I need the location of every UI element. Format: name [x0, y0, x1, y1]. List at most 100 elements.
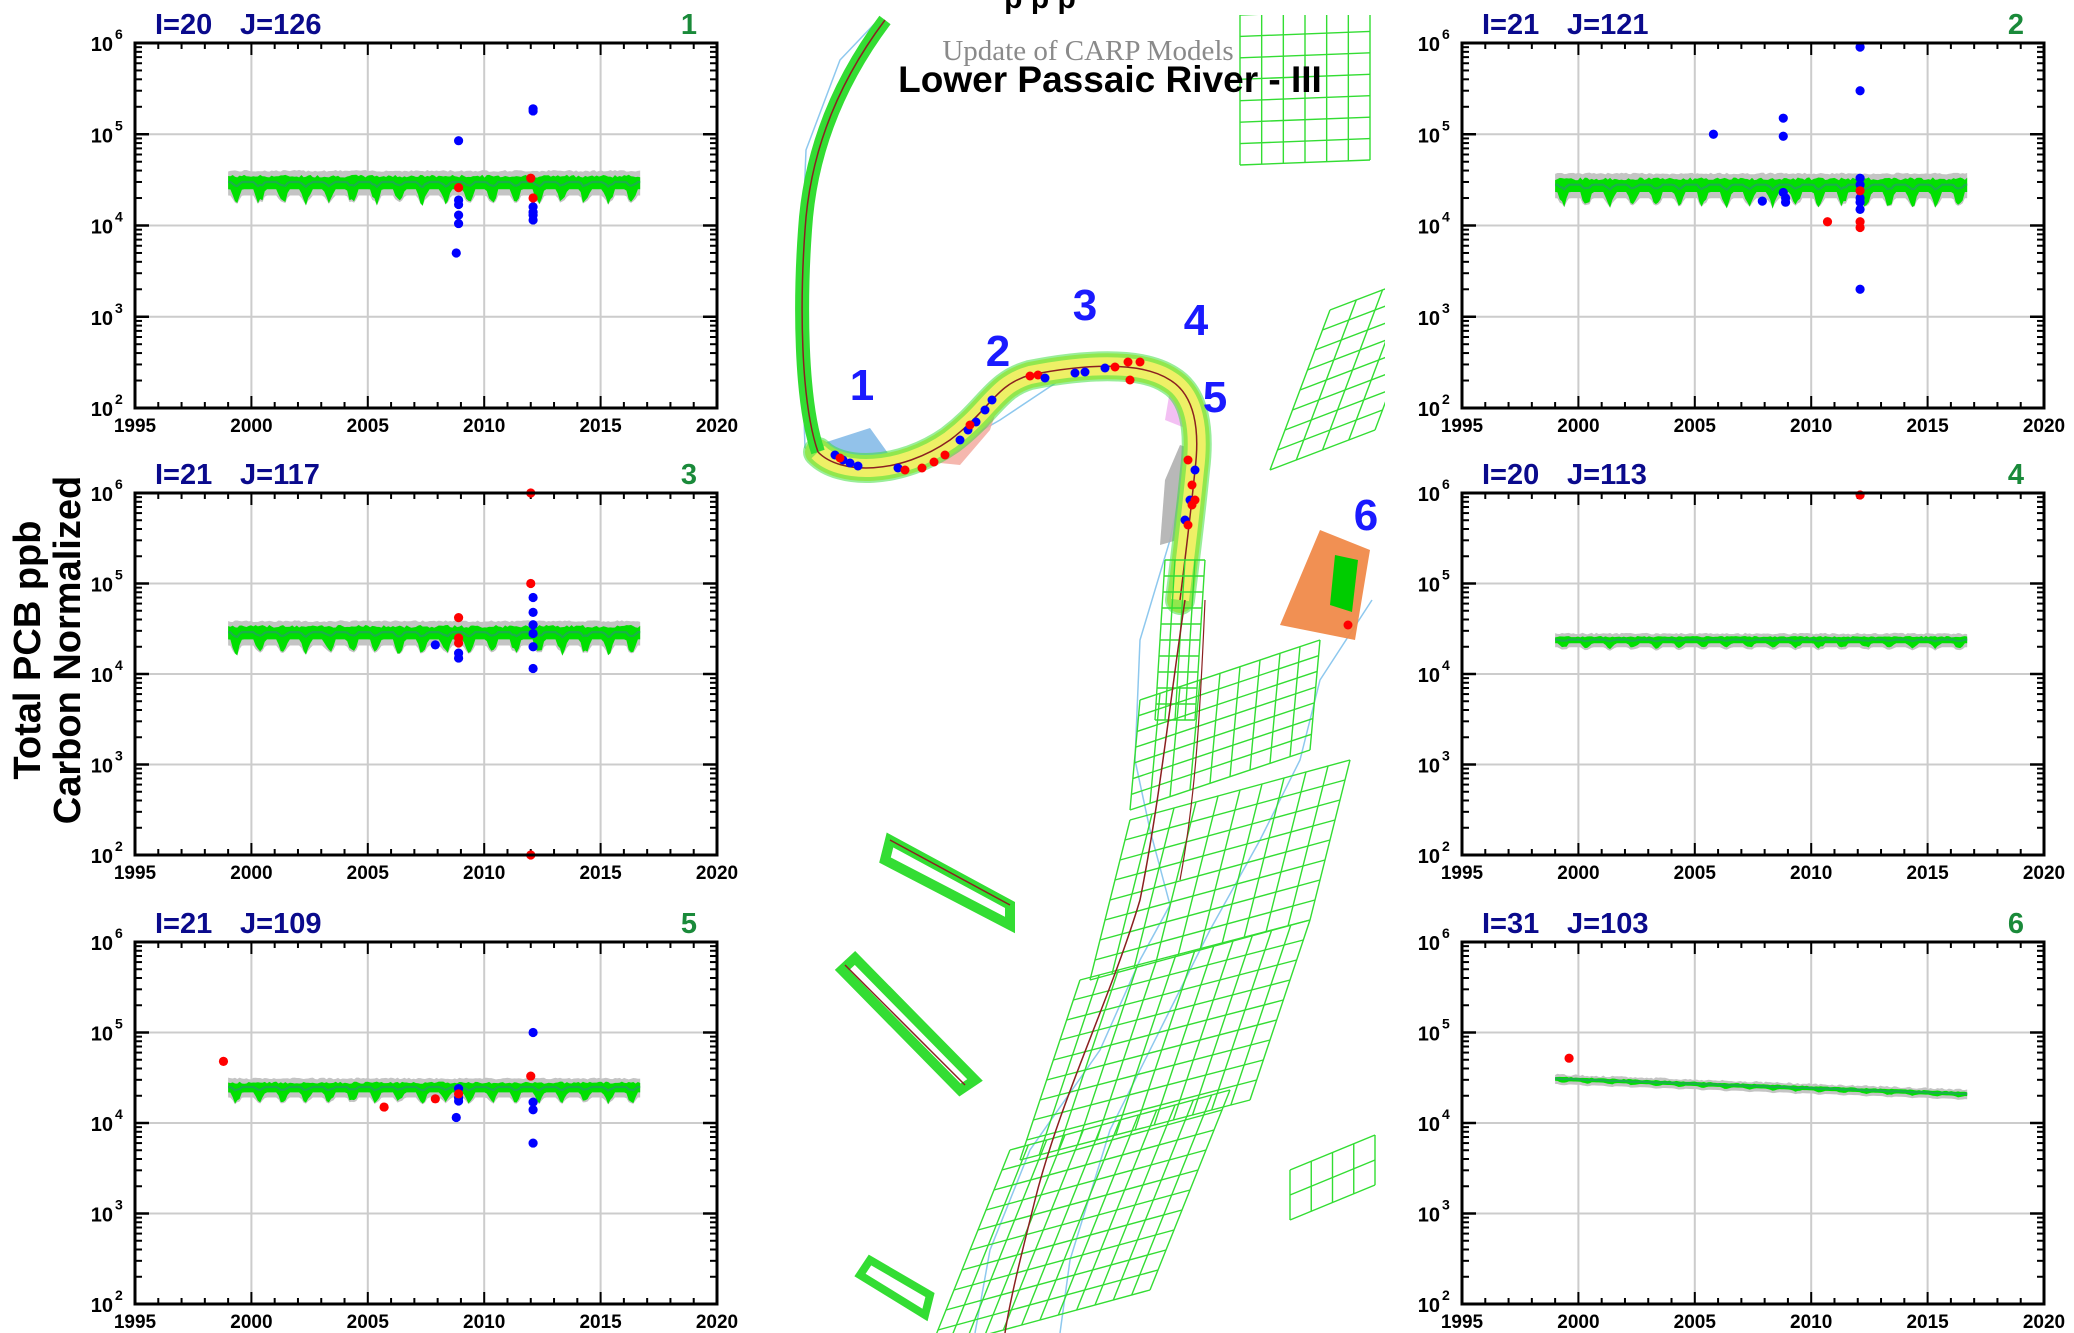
x-tick-label: 2000: [230, 1312, 272, 1333]
y-tick-exponent: 4: [115, 209, 123, 225]
data-point-blue: [453, 136, 464, 146]
x-tick-label: 2020: [696, 1312, 738, 1333]
panel-location-j: J=103: [1567, 908, 1648, 940]
panel-location-i: I=20: [155, 9, 212, 41]
y-tick-label: 10: [1418, 1295, 1440, 1317]
data-point-blue: [430, 640, 440, 650]
mesh-line: [1114, 819, 1336, 881]
mesh-line: [1136, 670, 1318, 733]
model-median-line: [228, 180, 641, 189]
panel-location-i: I=21: [155, 459, 212, 491]
mesh-line: [977, 1169, 1199, 1231]
map-station-red: [965, 420, 975, 430]
side-channel-1-line: [889, 839, 1011, 906]
panel-location-j: J=121: [1567, 9, 1648, 41]
data-point-blue: [1855, 42, 1865, 52]
model-median-line: [1555, 638, 1968, 643]
data-point-blue: [1778, 113, 1788, 123]
y-tick-label: 10: [91, 665, 113, 687]
mesh-line: [1230, 924, 1292, 1106]
model-band-interquartile: [228, 1081, 641, 1105]
y-tick-exponent: 2: [1442, 1287, 1450, 1303]
map-station-red: [1183, 455, 1193, 465]
mesh-bay-a: [1129, 639, 1321, 811]
y-tick-label: 10: [91, 1295, 113, 1317]
data-point-blue: [1855, 204, 1865, 215]
map-station-red: [1025, 371, 1035, 381]
y-tick-exponent: 5: [115, 1016, 123, 1032]
y-tick-exponent: 4: [1442, 657, 1450, 673]
mesh-line: [1066, 959, 1297, 1021]
x-tick-label: 2015: [1906, 1312, 1949, 1333]
map-station-red: [1183, 520, 1193, 530]
y-tick-exponent: 2: [115, 1287, 123, 1303]
map-station-red: [1187, 480, 1197, 490]
side-channel-3: [854, 1254, 935, 1322]
data-point-red: [453, 183, 464, 193]
x-tick-label: 2000: [1557, 863, 1599, 884]
x-tick-label: 1995: [114, 416, 157, 437]
y-tick-label: 10: [91, 217, 113, 239]
x-tick-label: 2020: [696, 863, 738, 884]
y-tick-exponent: 6: [115, 476, 123, 492]
map-outline: [799, 17, 1196, 1333]
mesh-line: [961, 1209, 1183, 1271]
data-point-blue: [528, 628, 538, 639]
data-point-blue: [528, 607, 538, 617]
map-station-red: [929, 457, 939, 467]
data-point-blue: [1778, 131, 1788, 141]
panel-number: 6: [2008, 908, 2024, 940]
mesh-line: [1057, 969, 1119, 1151]
y-tick-label: 10: [91, 756, 113, 778]
data-point-red: [526, 173, 536, 183]
y-axis-label: Total PCB ppb Carbon Normalized: [7, 476, 89, 824]
panel-number: 5: [681, 908, 697, 940]
x-tick-label: 2015: [579, 1312, 622, 1333]
mesh-line: [1046, 1019, 1277, 1081]
mesh-line: [1009, 1089, 1231, 1151]
y-tick-label: 10: [1418, 217, 1440, 239]
mesh-line: [1076, 964, 1139, 1146]
map-station-red: [1135, 357, 1145, 367]
panel-location-i: I=20: [1482, 459, 1539, 491]
map-zone-label-2: 2: [986, 327, 1010, 376]
y-tick-exponent: 6: [115, 26, 123, 42]
x-tick-label: 2005: [347, 1312, 390, 1333]
mesh-line: [985, 1149, 1207, 1211]
mesh-line: [1001, 1109, 1223, 1171]
y-tick-label: 10: [1418, 1114, 1440, 1136]
data-point-red: [218, 1056, 229, 1066]
y-tick-label: 10: [1418, 846, 1440, 868]
mesh-line: [1115, 954, 1177, 1136]
mesh-bay-b: [1089, 759, 1351, 981]
mesh-line: [1189, 679, 1201, 791]
x-tick-label: 2010: [1790, 416, 1832, 437]
mesh-line: [1289, 1159, 1376, 1196]
mesh-line: [1239, 95, 1371, 102]
figure-subtitle: Update of CARP Models: [942, 35, 1233, 67]
side-channel-1: [879, 832, 1015, 934]
model-median-line: [228, 1085, 641, 1092]
x-tick-label: 2010: [463, 863, 505, 884]
y-tick-exponent: 5: [115, 117, 123, 133]
mesh-line: [1153, 944, 1215, 1126]
y-tick-exponent: 5: [1442, 1016, 1450, 1032]
y-tick-label: 10: [1418, 1024, 1440, 1046]
data-point-blue: [528, 663, 538, 674]
figure-title: Lower Passaic River - III: [898, 59, 1322, 100]
y-axis-label-line2: Carbon Normalized: [47, 476, 89, 824]
mesh-line: [1138, 655, 1319, 717]
data-point-blue: [528, 1097, 538, 1107]
clipped-top-title: p p p: [1004, 0, 1076, 15]
y-tick-exponent: 2: [115, 391, 123, 407]
mesh-line: [1249, 659, 1261, 771]
mesh-line: [1131, 733, 1312, 795]
x-tick-label: 2000: [1557, 416, 1599, 437]
mesh-line: [1149, 693, 1161, 804]
river-arm-thalweg: [801, 19, 886, 453]
x-tick-label: 2020: [2023, 416, 2065, 437]
mesh-line: [1124, 779, 1346, 841]
y-tick-label: 10: [91, 933, 113, 955]
